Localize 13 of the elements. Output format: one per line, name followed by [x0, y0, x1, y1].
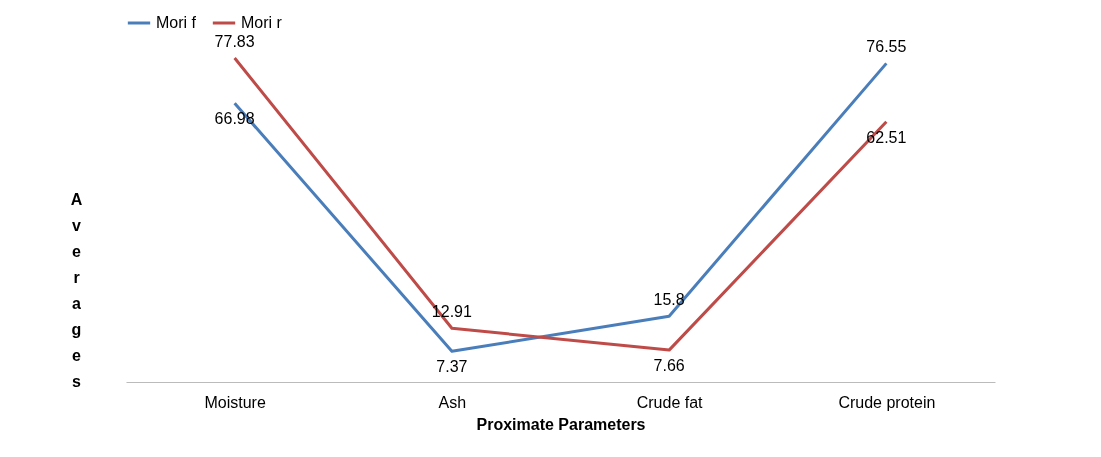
data-label: 7.37 [436, 358, 468, 376]
data-label: 76.55 [866, 38, 907, 56]
x-tick-label: Moisture [204, 393, 266, 411]
legend-label: Mori f [156, 14, 197, 31]
y-axis-title: Averages [70, 190, 83, 390]
data-label: 15.8 [653, 291, 685, 309]
x-axis-title: Proximate Parameters [476, 415, 646, 433]
x-tick-label: Crude protein [838, 393, 936, 411]
x-tick-label: Crude fat [636, 393, 704, 411]
legend-label: Mori r [241, 14, 283, 31]
data-label: 77.83 [214, 33, 255, 51]
x-tick-label: Ash [438, 393, 467, 411]
data-label: 7.66 [653, 357, 685, 375]
